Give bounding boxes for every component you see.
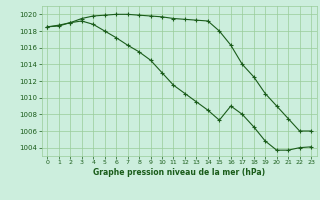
X-axis label: Graphe pression niveau de la mer (hPa): Graphe pression niveau de la mer (hPa): [93, 168, 265, 177]
